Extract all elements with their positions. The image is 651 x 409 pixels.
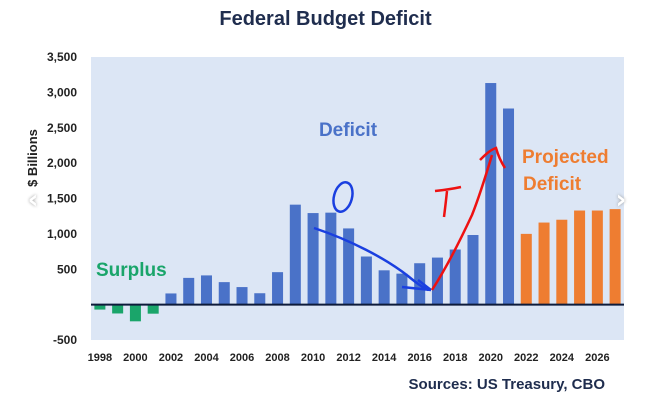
y-tick-label: 2,500 (47, 121, 77, 135)
x-tick-label: 2000 (123, 352, 147, 364)
x-tick-label: 2002 (159, 352, 183, 364)
x-tick-label: 2024 (550, 352, 575, 364)
bar-2019 (467, 235, 479, 305)
handwritten-blue-circle (332, 181, 354, 213)
x-tick-label: 2012 (336, 352, 360, 364)
bar-2008 (272, 272, 284, 305)
x-tick-label: 1998 (88, 352, 112, 364)
handwritten-red-t (434, 185, 462, 218)
y-tick-label: 3,000 (47, 85, 77, 99)
chart-title: Federal Budget Deficit (219, 8, 432, 30)
bar-2003 (183, 277, 195, 305)
y-tick-label: 2,000 (47, 156, 77, 170)
source-note: Sources: US Treasury, CBO (408, 376, 605, 393)
x-tick-label: 2020 (479, 352, 503, 364)
bar-2025 (574, 210, 586, 305)
x-tick-label: 2014 (372, 352, 397, 364)
bar-2010 (307, 213, 319, 305)
bar-2013 (360, 256, 372, 305)
y-tick-label: 1,000 (47, 227, 77, 241)
annotation-projected-line2: Deficit (523, 174, 582, 195)
bar-2001 (147, 304, 159, 314)
prev-arrow-icon[interactable]: ‹ (27, 185, 39, 215)
plot-area (91, 57, 624, 340)
bar-2020 (485, 83, 497, 305)
bar-2007 (254, 293, 266, 305)
x-tick-label: 2018 (443, 352, 467, 364)
y-tick-label: 3,500 (47, 50, 77, 64)
bar-2012 (343, 228, 355, 305)
annotation-deficit: Deficit (319, 120, 378, 141)
y-tick-label: -500 (53, 333, 77, 347)
bar-1998 (94, 304, 106, 310)
annotation-surplus: Surplus (96, 260, 167, 281)
x-tick-label: 2006 (230, 352, 254, 364)
bar-2000 (129, 304, 141, 322)
annotation-projected-line1: Projected (522, 147, 609, 168)
y-tick-label: 1,500 (47, 192, 77, 206)
bar-2011 (325, 212, 337, 305)
bar-1999 (112, 304, 124, 314)
x-tick-labels: 1998 2000 2002 2004 2006 2008 2010 2012 2014 2016… (88, 352, 610, 364)
y-tick-label: 500 (57, 262, 77, 276)
x-tick-label: 2004 (194, 352, 219, 364)
bar-2004 (200, 275, 212, 305)
handwritten-blue-arrow (313, 226, 432, 292)
bar-2005 (218, 282, 230, 305)
bar-2021 (503, 108, 515, 305)
bar-2014 (378, 270, 390, 305)
x-tick-label: 2016 (407, 352, 431, 364)
x-tick-label: 2026 (585, 352, 609, 364)
handwritten-red-arrow (430, 146, 507, 291)
y-axis-label: $ Billions (25, 129, 40, 187)
bar-2002 (165, 293, 177, 305)
x-tick-label: 2008 (265, 352, 289, 364)
bar-2023 (538, 222, 550, 305)
x-tick-label: 2022 (514, 352, 538, 364)
bar-2006 (236, 287, 248, 305)
y-tick-labels: -500 500 1,000 1,500 2,000 2,500 3,000 3,500 (47, 50, 77, 347)
bar-2018 (449, 249, 461, 305)
bar-2009 (289, 204, 301, 305)
bar-2024 (556, 219, 568, 305)
bar-2027 (609, 209, 621, 305)
bar-2015 (396, 273, 408, 305)
bar-2022 (520, 233, 532, 305)
x-tick-label: 2010 (301, 352, 325, 364)
bar-2026 (591, 210, 603, 305)
next-arrow-icon[interactable]: › (615, 185, 627, 215)
